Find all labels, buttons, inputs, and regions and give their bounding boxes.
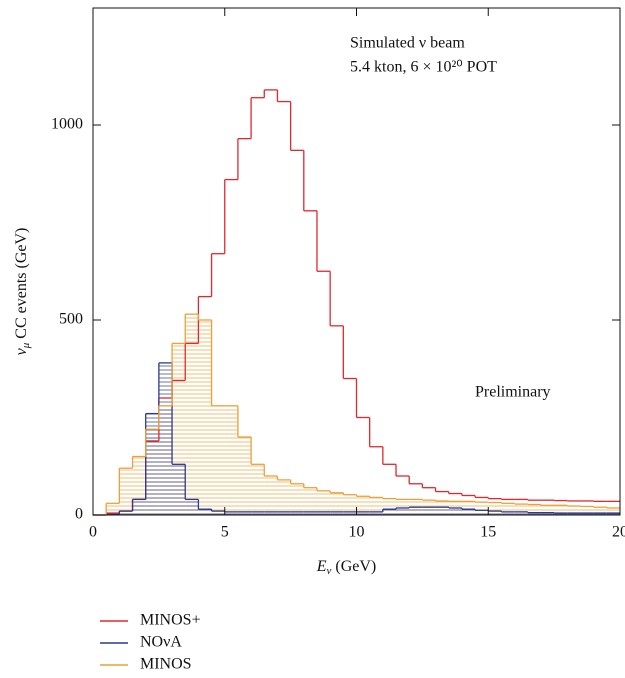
hatch-fill — [277, 511, 291, 515]
hatch-fill — [606, 513, 620, 515]
hatch-fill — [488, 511, 502, 515]
hatch-fill — [224, 511, 238, 515]
x-axis-label: Eν (GeV) — [316, 558, 377, 577]
hatch-fill — [409, 507, 423, 515]
hatch-fill — [237, 511, 252, 515]
hatch-fill — [185, 499, 199, 515]
hatch-fill — [369, 511, 383, 515]
y-tick-label: 500 — [59, 311, 83, 328]
hatch-fill — [198, 320, 212, 515]
hatch-fill — [396, 507, 410, 515]
hatch-fill — [343, 511, 357, 515]
hatch-fill — [356, 496, 370, 515]
hatch-fill — [461, 509, 476, 515]
x-tick-label: 10 — [349, 524, 365, 541]
hatch-fill — [382, 509, 397, 515]
hatch-fill — [567, 506, 581, 515]
hatch-fill — [554, 505, 568, 515]
legend-label: MINOS — [140, 656, 192, 673]
hatch-fill — [580, 506, 594, 515]
hatch-fill — [330, 492, 344, 515]
hatch-fill — [540, 512, 555, 515]
hatch-fill — [593, 513, 607, 515]
hatch-fill — [422, 507, 436, 515]
hatch-fill — [501, 511, 515, 515]
hatch-fill — [435, 507, 449, 515]
hatch-fill — [540, 505, 555, 515]
hatch-fill — [132, 499, 146, 515]
axis-label-text: (GeV) — [331, 558, 376, 575]
annotation: Preliminary — [475, 384, 551, 401]
hatch-fill — [303, 511, 317, 515]
hatch-fill — [237, 437, 252, 515]
hatch-fill — [527, 512, 541, 515]
hatch-fill — [145, 413, 159, 515]
x-tick-label: 0 — [89, 524, 97, 541]
hatch-fill — [580, 513, 594, 515]
hatch-fill — [198, 509, 212, 515]
annotation: Simulated ν beam — [350, 35, 465, 52]
legend-label: MINOS+ — [140, 612, 201, 629]
hatch-fill — [211, 405, 225, 515]
hatch-fill — [567, 513, 581, 515]
axis-label-text: CC events (GeV) — [13, 228, 30, 343]
hatch-fill — [356, 511, 370, 515]
hatch-fill — [264, 476, 278, 515]
hatch-fill — [593, 507, 607, 515]
hatch-fill — [554, 513, 568, 515]
hatch-fill — [224, 405, 238, 515]
hatch-fill — [316, 490, 331, 515]
x-tick-label: 15 — [480, 524, 496, 541]
hatch-fill — [448, 507, 462, 515]
hatch-fill — [106, 503, 120, 515]
hatch-fill — [514, 511, 528, 515]
hatch-fill — [185, 314, 199, 515]
x-tick-label: 5 — [221, 524, 229, 541]
hatch-fill — [158, 362, 173, 515]
hatch-fill — [251, 511, 265, 515]
hatch-fill — [172, 464, 186, 515]
hatch-fill — [290, 511, 304, 515]
hatch-fill — [290, 483, 304, 515]
y-tick-label: 0 — [75, 506, 83, 523]
hatch-fill — [303, 487, 317, 515]
hatch-fill — [211, 511, 225, 515]
axis-label-subscript: μ — [20, 342, 32, 349]
axis-label-symbol: E — [316, 558, 327, 575]
hatch-fill — [343, 494, 357, 515]
y-tick-label: 1000 — [51, 116, 83, 133]
hatch-fill — [501, 503, 515, 515]
hatch-fill — [527, 504, 541, 515]
annotation: 5.4 kton, 6 × 10²⁰ POT — [350, 59, 497, 76]
hatch-fill — [119, 511, 133, 515]
hatch-fill — [277, 479, 291, 515]
hatch-fill — [251, 464, 265, 515]
hatch-fill — [606, 507, 620, 515]
hatch-fill — [119, 468, 133, 515]
hatch-fill — [264, 511, 278, 515]
hatch-fill — [514, 504, 528, 515]
hatch-fill — [316, 511, 331, 515]
hatch-fill — [475, 510, 489, 515]
legend-label: NOνA — [140, 634, 182, 651]
y-axis-label: νμ CC events (GeV) — [13, 228, 32, 356]
axis-label-symbol: ν — [13, 347, 30, 355]
hatch-fill — [369, 497, 383, 515]
x-tick-label: 20 — [612, 524, 625, 541]
axis-label-subscript: ν — [327, 565, 332, 577]
hatch-fill — [330, 511, 344, 515]
